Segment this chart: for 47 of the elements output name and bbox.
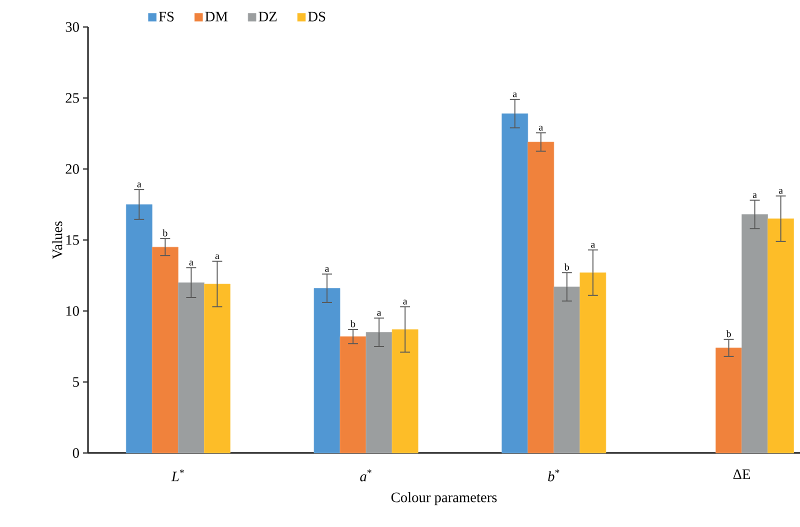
x-tick-label: L$^{*}$ bbox=[171, 469, 184, 482]
y-tick-label: 25 bbox=[66, 93, 79, 103]
y-tick-label: 5 bbox=[73, 377, 79, 387]
y-tick-label: 30 bbox=[66, 22, 79, 32]
legend-label: FS bbox=[158, 12, 174, 22]
y-axis-title: Values bbox=[52, 221, 62, 259]
data-label: b bbox=[564, 263, 570, 270]
bar bbox=[716, 348, 742, 454]
data-label: a bbox=[513, 92, 517, 98]
data-label: a bbox=[778, 189, 783, 194]
data-label: a bbox=[403, 300, 408, 305]
y-tick-label: 0 bbox=[72, 448, 79, 458]
bar bbox=[580, 272, 606, 454]
x-tick-label: b$^{*}$ bbox=[548, 469, 560, 482]
bar bbox=[768, 218, 794, 454]
x-tick-label: ΔE bbox=[733, 469, 750, 479]
bar bbox=[204, 284, 230, 454]
data-label: a bbox=[591, 242, 596, 248]
bar bbox=[152, 246, 178, 454]
y-tick-label: 15 bbox=[66, 235, 79, 245]
bar bbox=[392, 329, 418, 454]
bar bbox=[340, 336, 366, 454]
data-label: a bbox=[137, 182, 142, 188]
bar bbox=[502, 113, 528, 454]
data-label: a bbox=[752, 193, 757, 198]
y-tick-label: 20 bbox=[66, 164, 79, 174]
data-label: a bbox=[539, 126, 543, 131]
legend-label: DS bbox=[308, 12, 326, 22]
bar bbox=[126, 204, 152, 454]
bar bbox=[742, 214, 768, 454]
bar bbox=[178, 282, 204, 454]
y-tick-label: 10 bbox=[66, 306, 79, 316]
data-label: b bbox=[162, 229, 168, 236]
bar bbox=[554, 286, 580, 454]
bar bbox=[366, 332, 392, 454]
data-label: a bbox=[377, 311, 382, 316]
x-axis-title: Colour parameters bbox=[391, 492, 497, 506]
data-label: b bbox=[726, 330, 731, 338]
data-label: a bbox=[189, 260, 194, 266]
data-label: a bbox=[325, 267, 330, 272]
data-label: a bbox=[215, 254, 220, 260]
bar bbox=[528, 142, 554, 454]
legend-label: DZ bbox=[258, 12, 277, 22]
x-tick-label: a$^{*}$ bbox=[360, 469, 372, 482]
legend-label: DM bbox=[205, 12, 228, 22]
data-label: b bbox=[350, 320, 356, 328]
bar bbox=[314, 288, 340, 454]
